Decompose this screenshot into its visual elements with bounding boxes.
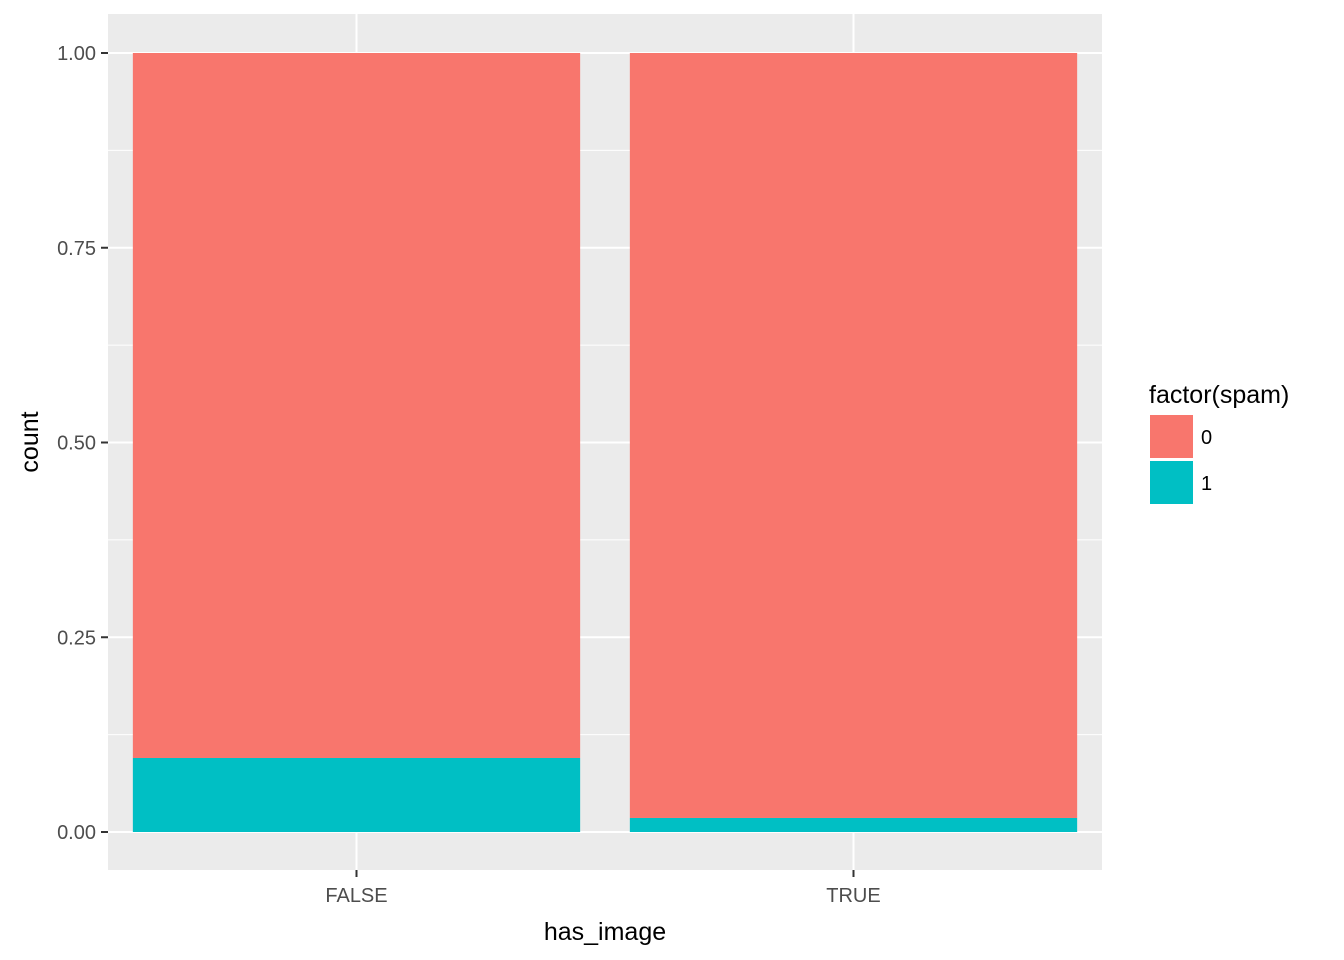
x-tick-label: TRUE xyxy=(826,885,880,907)
bar-false-spam-0 xyxy=(132,53,581,758)
legend-key-0 xyxy=(1150,415,1193,458)
legend-label-0: 0 xyxy=(1201,427,1212,449)
y-tick-label: 0.00 xyxy=(57,822,96,844)
legend-label-1: 1 xyxy=(1201,473,1212,495)
bar-true-spam-0 xyxy=(629,53,1078,818)
y-axis: 0.00 0.25 0.50 0.75 1.00 xyxy=(57,43,108,844)
y-axis-title: count xyxy=(16,411,44,472)
legend-key-1 xyxy=(1150,461,1193,504)
y-tick-label: 0.25 xyxy=(57,627,96,649)
x-tick-label: FALSE xyxy=(325,885,387,907)
bar-false-spam-1 xyxy=(132,757,581,832)
y-tick-label: 1.00 xyxy=(57,43,96,65)
legend-title: factor(spam) xyxy=(1149,381,1289,409)
x-axis: FALSE TRUE xyxy=(325,870,881,907)
bar-true-spam-1 xyxy=(629,817,1078,832)
y-tick-label: 0.50 xyxy=(57,433,96,455)
y-tick-label: 0.75 xyxy=(57,238,96,260)
bars-layer xyxy=(132,53,1078,832)
legend: factor(spam) 01 xyxy=(1149,381,1289,504)
legend-items: 01 xyxy=(1150,415,1212,504)
x-axis-title: has_image xyxy=(544,918,666,946)
